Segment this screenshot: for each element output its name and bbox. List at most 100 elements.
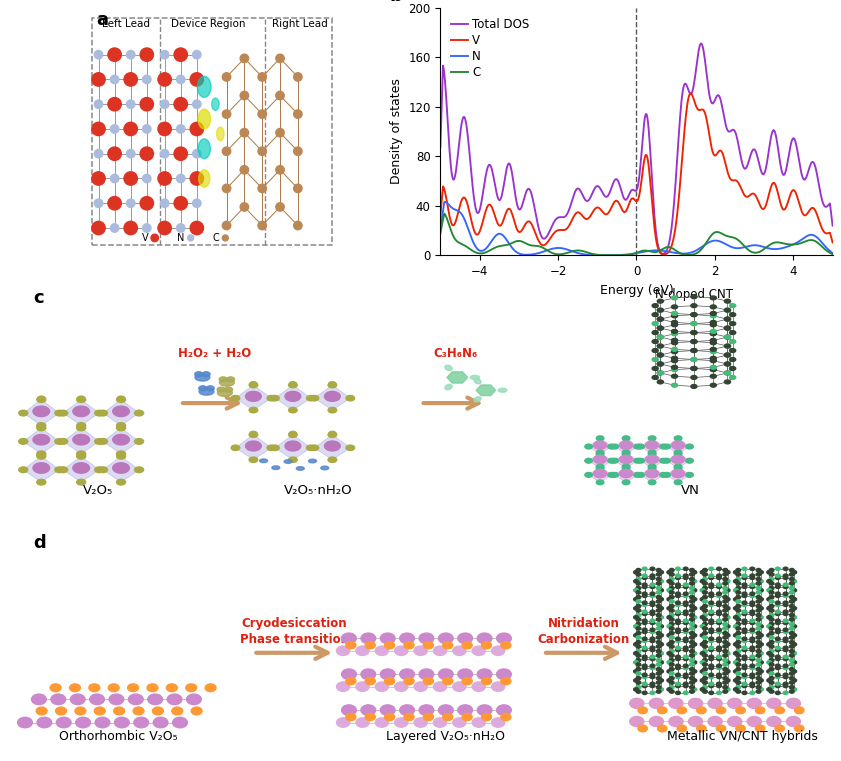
Circle shape <box>649 716 664 727</box>
Circle shape <box>702 667 707 671</box>
Circle shape <box>723 654 727 658</box>
Circle shape <box>596 466 604 470</box>
Total DOS <box>436 142 446 151</box>
Circle shape <box>783 628 788 632</box>
Circle shape <box>709 612 714 616</box>
Circle shape <box>462 713 472 721</box>
Circle shape <box>643 574 647 578</box>
Circle shape <box>790 645 794 648</box>
Circle shape <box>584 458 592 463</box>
Circle shape <box>723 591 727 594</box>
Circle shape <box>723 587 727 590</box>
Circle shape <box>742 675 747 679</box>
Circle shape <box>675 583 680 587</box>
Circle shape <box>365 677 375 685</box>
Circle shape <box>717 612 722 616</box>
Polygon shape <box>447 372 468 383</box>
Circle shape <box>643 585 647 588</box>
Circle shape <box>783 684 788 688</box>
Circle shape <box>94 707 105 715</box>
Circle shape <box>643 621 647 625</box>
Circle shape <box>733 661 738 664</box>
Polygon shape <box>275 435 311 460</box>
Line: C: C <box>441 214 833 255</box>
Circle shape <box>442 713 452 721</box>
Circle shape <box>684 574 688 578</box>
Circle shape <box>622 450 630 455</box>
Circle shape <box>692 580 696 583</box>
Circle shape <box>636 600 641 603</box>
Circle shape <box>756 627 761 630</box>
Circle shape <box>656 622 661 626</box>
Circle shape <box>195 371 203 377</box>
Circle shape <box>723 596 727 599</box>
Circle shape <box>709 619 714 622</box>
Circle shape <box>648 480 656 485</box>
Circle shape <box>659 571 664 574</box>
Circle shape <box>669 716 683 727</box>
Circle shape <box>723 650 727 653</box>
Circle shape <box>671 441 685 450</box>
Circle shape <box>433 682 447 691</box>
Circle shape <box>659 444 668 449</box>
Circle shape <box>725 571 730 574</box>
Circle shape <box>663 473 670 477</box>
Circle shape <box>37 425 45 431</box>
Circle shape <box>770 578 774 581</box>
Circle shape <box>659 580 664 583</box>
Circle shape <box>736 635 741 639</box>
Circle shape <box>767 588 771 592</box>
Circle shape <box>736 672 741 675</box>
Circle shape <box>733 580 738 583</box>
Circle shape <box>701 597 705 601</box>
Circle shape <box>190 172 204 185</box>
Circle shape <box>669 604 674 608</box>
Circle shape <box>770 654 774 658</box>
Circle shape <box>702 641 707 644</box>
Circle shape <box>770 658 774 662</box>
Circle shape <box>643 583 647 587</box>
Ellipse shape <box>218 389 232 396</box>
Circle shape <box>690 632 695 635</box>
Circle shape <box>59 410 67 416</box>
Circle shape <box>276 202 284 211</box>
Circle shape <box>496 669 511 680</box>
Circle shape <box>790 641 794 644</box>
Circle shape <box>783 601 788 604</box>
Circle shape <box>786 699 801 708</box>
Circle shape <box>742 585 747 588</box>
Circle shape <box>684 648 688 651</box>
Circle shape <box>724 362 731 366</box>
Circle shape <box>193 50 201 59</box>
Circle shape <box>775 601 780 604</box>
Circle shape <box>724 308 731 312</box>
Circle shape <box>438 669 453 680</box>
Circle shape <box>246 391 262 401</box>
Circle shape <box>356 646 369 655</box>
Circle shape <box>671 365 678 369</box>
Circle shape <box>690 339 697 343</box>
Circle shape <box>633 679 638 682</box>
Circle shape <box>783 567 788 571</box>
Circle shape <box>648 466 656 470</box>
Circle shape <box>267 396 276 401</box>
Circle shape <box>630 699 644 708</box>
Circle shape <box>37 396 45 403</box>
Circle shape <box>724 371 731 375</box>
Circle shape <box>667 670 672 673</box>
Ellipse shape <box>198 139 210 159</box>
Circle shape <box>767 688 771 691</box>
Circle shape <box>723 609 727 612</box>
Circle shape <box>717 567 722 571</box>
Circle shape <box>692 597 696 601</box>
Circle shape <box>750 583 754 587</box>
Circle shape <box>222 147 230 155</box>
Circle shape <box>423 642 433 649</box>
Circle shape <box>736 690 741 693</box>
Ellipse shape <box>195 374 210 381</box>
Circle shape <box>756 663 761 666</box>
Circle shape <box>38 425 45 429</box>
Circle shape <box>667 588 672 592</box>
Circle shape <box>711 314 717 318</box>
Circle shape <box>671 311 678 315</box>
